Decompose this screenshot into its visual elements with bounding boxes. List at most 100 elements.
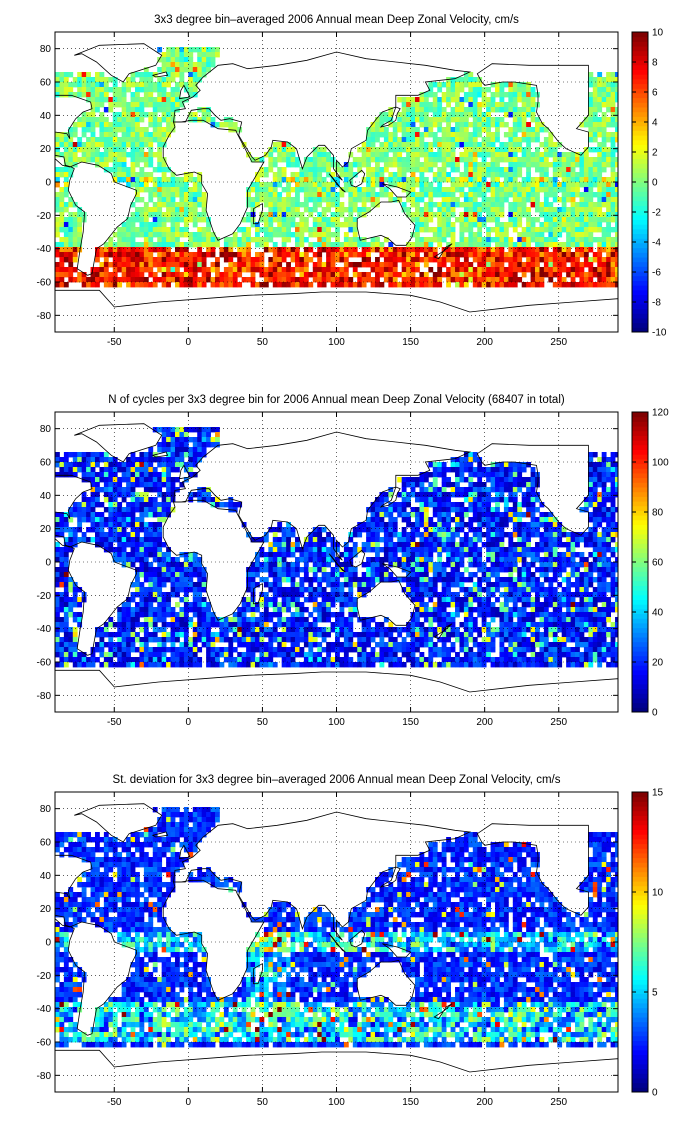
data-cell [183, 247, 189, 253]
data-cell [601, 182, 607, 188]
data-cell [59, 207, 65, 213]
colorbar-swatch [632, 228, 648, 235]
data-cell [161, 92, 167, 98]
data-cell [521, 252, 527, 258]
data-cell [463, 72, 469, 78]
data-cell [157, 522, 163, 528]
data-cell [588, 272, 594, 278]
data-cell [330, 197, 336, 203]
data-cell [512, 532, 518, 538]
data-cell [290, 217, 296, 223]
data-cell [566, 192, 571, 198]
data-cell [495, 467, 500, 473]
data-cell [183, 452, 189, 458]
data-cell [610, 527, 616, 533]
data-cell [188, 282, 194, 288]
data-cell [459, 477, 465, 483]
data-cell [486, 282, 491, 288]
data-cell [103, 522, 109, 528]
data-cell [72, 537, 78, 543]
data-cell [548, 537, 554, 543]
data-cell [610, 202, 616, 208]
data-cell [272, 212, 278, 218]
data-cell [179, 177, 185, 183]
data-cell [317, 277, 323, 283]
data-cell [530, 102, 536, 108]
data-cell [121, 242, 127, 248]
data-cell [166, 167, 171, 173]
data-cell [68, 467, 74, 473]
data-cell [166, 182, 171, 188]
data-cell [188, 72, 194, 78]
data-cell [415, 477, 420, 483]
data-cell [290, 157, 296, 163]
y-tick-label: -80 [37, 311, 52, 322]
data-cell [108, 272, 114, 278]
data-cell [303, 267, 309, 273]
data-cell [366, 522, 371, 528]
data-cell [397, 142, 403, 148]
data-cell [437, 182, 443, 188]
data-cell [455, 217, 460, 223]
data-cell [441, 472, 447, 478]
data-cell [477, 182, 483, 188]
data-cell [481, 257, 487, 263]
data-cell [326, 222, 331, 228]
data-cell [215, 242, 220, 248]
data-cell [383, 497, 389, 503]
data-cell [543, 272, 549, 278]
data-cell [281, 252, 287, 258]
data-cell [170, 497, 176, 503]
data-cell [401, 272, 407, 278]
data-cell [601, 477, 607, 483]
data-cell [157, 47, 163, 53]
data-cell [597, 282, 603, 288]
data-cell [330, 267, 336, 273]
data-cell [543, 177, 549, 183]
data-cell [55, 202, 60, 208]
data-cell [597, 162, 603, 168]
data-cell [446, 277, 451, 283]
data-cell [343, 187, 349, 193]
data-cell [388, 272, 394, 278]
data-cell [512, 162, 518, 168]
data-cell [263, 202, 269, 208]
data-cell [419, 102, 425, 108]
data-cell [161, 282, 167, 288]
data-cell [103, 162, 109, 168]
data-cell [477, 122, 483, 128]
data-cell [197, 237, 203, 243]
data-cell [503, 132, 509, 138]
data-cell [526, 122, 531, 128]
data-cell [330, 272, 336, 278]
data-cell [139, 207, 145, 213]
data-cell [499, 122, 505, 128]
data-cell [175, 452, 180, 458]
data-cell [90, 142, 96, 148]
data-cell [303, 282, 309, 288]
data-cell [375, 527, 380, 533]
data-cell [446, 127, 451, 133]
data-cell [468, 212, 474, 218]
data-cell [512, 502, 518, 508]
data-cell [455, 527, 460, 533]
data-cell [535, 262, 540, 268]
data-cell [223, 122, 229, 128]
data-cell [419, 277, 425, 283]
data-cell [357, 207, 363, 213]
data-cell [68, 517, 74, 523]
data-cell [277, 247, 283, 253]
data-cell [103, 137, 109, 143]
data-cell [508, 282, 514, 288]
data-cell [597, 122, 603, 128]
data-cell [130, 497, 136, 503]
data-cell [601, 497, 607, 503]
data-cell [135, 242, 140, 248]
data-cell [223, 252, 229, 258]
data-cell [135, 227, 140, 233]
data-cell [406, 477, 411, 483]
data-cell [517, 127, 523, 133]
data-cell [348, 262, 354, 268]
data-cell [308, 542, 314, 548]
data-cell [188, 172, 194, 178]
